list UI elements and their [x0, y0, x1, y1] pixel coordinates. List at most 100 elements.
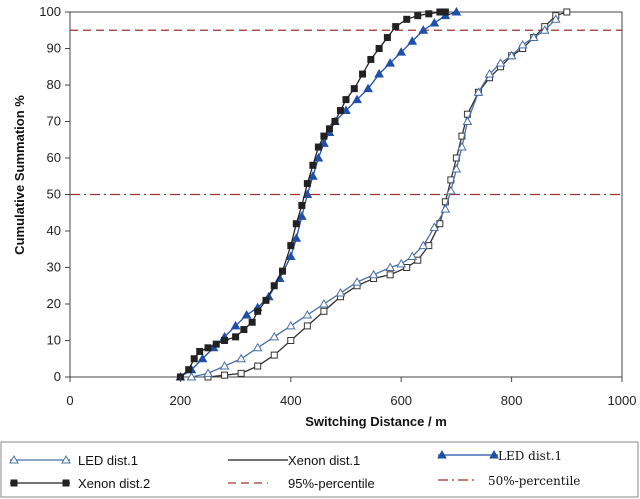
legend: LED dist.1 Xenon dist.1 LED dist.1 Xenon di… — [0, 441, 639, 498]
data-point — [221, 337, 229, 344]
data-point — [292, 220, 300, 228]
data-point — [335, 288, 346, 297]
data-point — [451, 6, 462, 16]
y-axis-label: Cumulative Summation % — [12, 95, 27, 255]
data-point — [196, 347, 204, 355]
data-point — [203, 368, 213, 377]
data-point — [359, 70, 367, 78]
data-point — [331, 118, 339, 125]
legend-item: LED dist.1 — [437, 449, 562, 463]
data-point — [320, 132, 328, 140]
legend-marker — [437, 449, 447, 459]
data-point — [221, 371, 229, 379]
data-point — [425, 10, 433, 18]
data-point — [385, 58, 396, 67]
data-point — [319, 298, 329, 308]
data-point — [473, 87, 484, 96]
data-point — [270, 282, 278, 290]
legend-marker — [10, 479, 18, 487]
data-point — [270, 351, 278, 359]
data-point — [440, 204, 451, 213]
x-tick-label: 0 — [66, 393, 73, 408]
data-point — [190, 355, 198, 363]
data-point — [336, 107, 344, 115]
legend-marker — [489, 449, 499, 459]
data-point — [320, 307, 328, 315]
legend-item: Xenon dist.1 — [228, 453, 360, 468]
data-point — [197, 353, 208, 363]
data-point — [240, 326, 248, 334]
data-point — [418, 25, 429, 34]
y-tick-label: 80 — [47, 77, 61, 92]
data-point — [212, 340, 220, 348]
series-layer — [175, 6, 571, 381]
legend-item: 50%-percentile — [438, 474, 580, 488]
data-point — [506, 50, 517, 60]
y-tick-label: 20 — [47, 296, 61, 311]
legend-label: Xenon dist.2 — [78, 476, 150, 491]
x-axis-label: Switching Distance / m — [305, 414, 447, 429]
data-point — [285, 320, 296, 330]
data-point — [291, 233, 302, 242]
data-point — [429, 222, 440, 231]
x-tick-label: 200 — [170, 393, 192, 408]
y-tick-label: 40 — [47, 223, 61, 238]
legend-marker — [61, 454, 71, 464]
data-point — [314, 143, 322, 151]
data-point — [375, 45, 383, 52]
data-point — [308, 171, 318, 180]
data-point — [296, 211, 307, 220]
data-point — [241, 309, 252, 319]
data-point — [230, 320, 241, 330]
reference-lines — [70, 29, 622, 196]
data-point — [386, 271, 394, 279]
data-point — [563, 8, 571, 16]
x-tick-label: 400 — [280, 393, 302, 408]
data-point — [396, 258, 407, 268]
x-tick-label: 600 — [390, 393, 412, 408]
data-point — [298, 201, 306, 209]
data-point — [550, 14, 561, 23]
data-point — [352, 94, 362, 104]
data-point — [374, 69, 384, 78]
data-point — [418, 240, 429, 250]
data-point — [313, 152, 324, 162]
data-point — [407, 251, 418, 261]
data-point — [325, 125, 333, 133]
data-point — [457, 142, 467, 151]
data-point — [539, 25, 550, 34]
data-point — [495, 58, 506, 67]
data-point — [367, 55, 375, 63]
data-point — [484, 69, 495, 78]
data-point — [262, 296, 270, 304]
data-point — [517, 39, 528, 49]
data-point — [350, 85, 358, 93]
data-point — [352, 277, 362, 286]
legend-box — [0, 441, 639, 498]
data-point — [287, 337, 295, 344]
x-tick-label: 800 — [501, 393, 523, 408]
data-point — [403, 264, 411, 271]
series-xenon-dist-2 — [176, 8, 449, 381]
y-tick-label: 10 — [47, 333, 61, 348]
data-point — [252, 342, 263, 352]
legend-item: Xenon dist.2 — [10, 476, 150, 491]
data-point — [303, 322, 311, 330]
data-point — [236, 353, 246, 363]
data-point — [446, 185, 456, 195]
data-point — [414, 12, 422, 20]
legend-label: Xenon dist.1 — [288, 453, 360, 468]
x-tick-label: 1000 — [608, 393, 637, 408]
data-point — [392, 23, 400, 31]
legend-label: 50%-percentile — [488, 474, 580, 488]
data-point — [385, 262, 396, 271]
data-point — [186, 371, 197, 381]
data-point — [219, 361, 230, 370]
y-tick-label: 30 — [47, 260, 61, 275]
legend-label: 95%-percentile — [288, 476, 375, 491]
data-point — [383, 34, 391, 42]
data-point — [269, 331, 280, 341]
